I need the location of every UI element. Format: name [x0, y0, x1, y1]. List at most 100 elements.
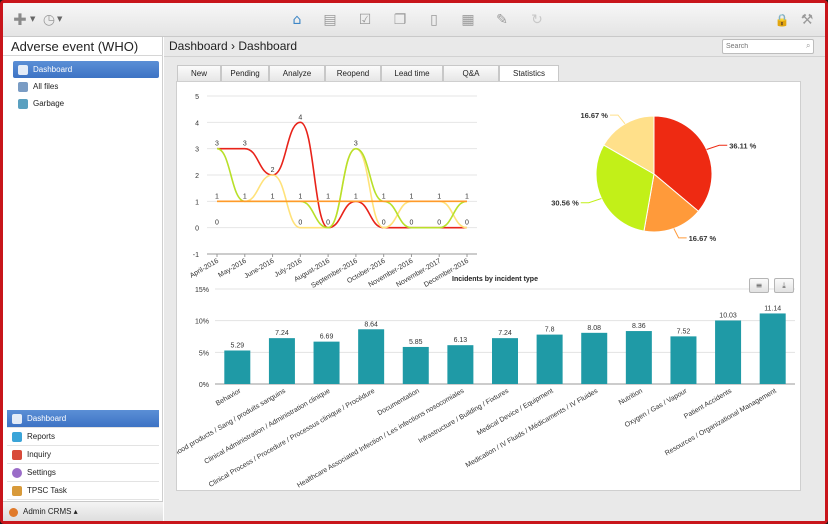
copy-icon[interactable]: ❐	[393, 12, 407, 28]
bottom-nav-reports[interactable]: Reports	[7, 428, 159, 446]
point-label: 1	[271, 193, 275, 200]
chart-title: Incidents by incident type	[452, 276, 538, 283]
point-label: 1	[243, 193, 247, 200]
y-tick-label: 0	[195, 226, 199, 233]
dashboard-icon	[18, 65, 28, 75]
pie-connector	[706, 144, 728, 150]
download-icon[interactable]: ⤓	[774, 278, 794, 293]
data-label: 11.14	[764, 305, 781, 312]
task-icon	[12, 486, 22, 496]
checklist-icon[interactable]: ☑	[358, 12, 372, 28]
tab-analyze[interactable]: Analyze	[269, 65, 325, 82]
main-content: Dashboard › Dashboard ⌕ New Pending Anal…	[151, 37, 825, 521]
page-icon[interactable]: ▯	[430, 12, 438, 28]
bottom-nav-label: TPSC Task	[27, 486, 67, 495]
sidebar-item-label: All files	[33, 82, 59, 91]
menu-icon[interactable]: ≡	[749, 278, 769, 293]
tab-new[interactable]: New	[177, 65, 221, 82]
point-label: 1	[298, 193, 302, 200]
y-tick-label: 2	[195, 173, 199, 180]
image-icon[interactable]: ▦	[461, 12, 475, 28]
data-label: 7.24	[275, 330, 289, 337]
pie-label: 30.56 %	[551, 199, 579, 208]
data-label: 6.69	[320, 334, 334, 341]
x-tick-label: Healthcare Associated Infection / Les in…	[296, 387, 466, 489]
search-input[interactable]	[722, 39, 814, 54]
toolbar: ✚ ▼ ◷ ▼ ⌂ ▤ ☑ ❐ ▯ ▦ ✎ ↻ 🔒 ⚒	[3, 3, 825, 37]
point-label: 0	[326, 220, 330, 227]
pie-connector	[609, 114, 626, 125]
x-tick-label: Nutrition	[618, 388, 644, 407]
divider	[164, 56, 825, 57]
bar	[313, 341, 340, 384]
settings-icon	[12, 468, 22, 478]
tools-icon[interactable]: ⚒	[800, 12, 814, 28]
point-label: 0	[465, 220, 469, 227]
tab-qa[interactable]: Q&A	[443, 65, 499, 82]
data-label: 8.64	[364, 321, 378, 328]
x-tick-label: April-2016	[189, 258, 220, 280]
data-label: 7.24	[498, 330, 512, 337]
bar	[625, 331, 652, 384]
sidebar-item-garbage[interactable]: Garbage	[13, 95, 159, 112]
data-label: 7.52	[677, 328, 691, 335]
bar	[670, 336, 697, 384]
point-label: 1	[382, 193, 386, 200]
home-icon[interactable]: ⌂	[292, 12, 302, 28]
clock-icon[interactable]: ◷	[42, 12, 56, 28]
y-tick-label: 5	[195, 94, 199, 101]
sidebar: Adverse event (WHO) Dashboard All files …	[3, 37, 163, 521]
lock-icon[interactable]: 🔒	[774, 13, 790, 27]
edit-icon[interactable]: ✎	[496, 12, 508, 28]
dashboard-icon	[12, 414, 22, 424]
bottom-nav-tpsc-task[interactable]: TPSC Task	[7, 482, 159, 500]
chevron-down-icon[interactable]: ▼	[57, 15, 63, 23]
point-label: 3	[215, 141, 219, 148]
search-icon[interactable]: ⌕	[806, 41, 811, 50]
refresh-icon[interactable]: ↻	[531, 12, 543, 28]
bottom-nav-inquiry[interactable]: Inquiry	[7, 446, 159, 464]
point-label: 1	[465, 193, 469, 200]
add-icon[interactable]: ✚	[13, 10, 27, 29]
bar	[358, 329, 385, 384]
data-label: 5.85	[409, 339, 423, 346]
point-label: 2	[271, 167, 275, 174]
user-name: Admin CRMS ▴	[23, 507, 78, 516]
bottom-nav-settings[interactable]: Settings	[7, 464, 159, 482]
document-icon[interactable]: ▤	[323, 12, 337, 28]
point-label: 3	[354, 141, 358, 148]
x-tick-label: Behavior	[215, 387, 243, 407]
point-label: 0	[409, 220, 413, 227]
sidebar-item-dashboard[interactable]: Dashboard	[13, 61, 159, 78]
point-label: 1	[437, 193, 441, 200]
point-label: 1	[326, 193, 330, 200]
sidebar-item-label: Dashboard	[33, 65, 73, 74]
point-label: 0	[382, 220, 386, 227]
y-tick-label: 0%	[199, 382, 209, 389]
bar	[581, 332, 608, 384]
tab-reopend[interactable]: Reopend	[325, 65, 381, 82]
point-label: 0	[437, 220, 441, 227]
point-label: 4	[298, 114, 302, 121]
bottom-nav-dashboard[interactable]: Dashboard	[7, 410, 159, 428]
point-label: 3	[243, 141, 247, 148]
pie-connector	[580, 198, 602, 204]
pie-slice	[653, 115, 713, 212]
sidebar-item-label: Garbage	[33, 99, 65, 108]
user-menu[interactable]: Admin CRMS ▴	[3, 501, 163, 521]
bar	[447, 345, 474, 384]
chevron-down-icon[interactable]: ▼	[30, 15, 36, 23]
pie-label: 16.67 %	[689, 234, 717, 243]
tab-lead-time[interactable]: Lead time	[381, 65, 443, 82]
y-tick-label: 10%	[195, 319, 209, 326]
x-tick-label: Medical Device / Equipment	[476, 388, 555, 437]
statistics-panel: -1 0 1 2 3 4 5 April-2016 May-2016 June-2016 July-…	[151, 81, 801, 491]
bar	[402, 346, 429, 384]
y-tick-label: 1	[195, 199, 199, 206]
data-label: 10.03	[719, 312, 737, 319]
data-label: 6.13	[454, 337, 468, 344]
tab-pending[interactable]: Pending	[221, 65, 269, 82]
sidebar-item-all-files[interactable]: All files	[13, 78, 159, 95]
files-icon	[18, 82, 28, 92]
reports-icon	[12, 432, 22, 442]
